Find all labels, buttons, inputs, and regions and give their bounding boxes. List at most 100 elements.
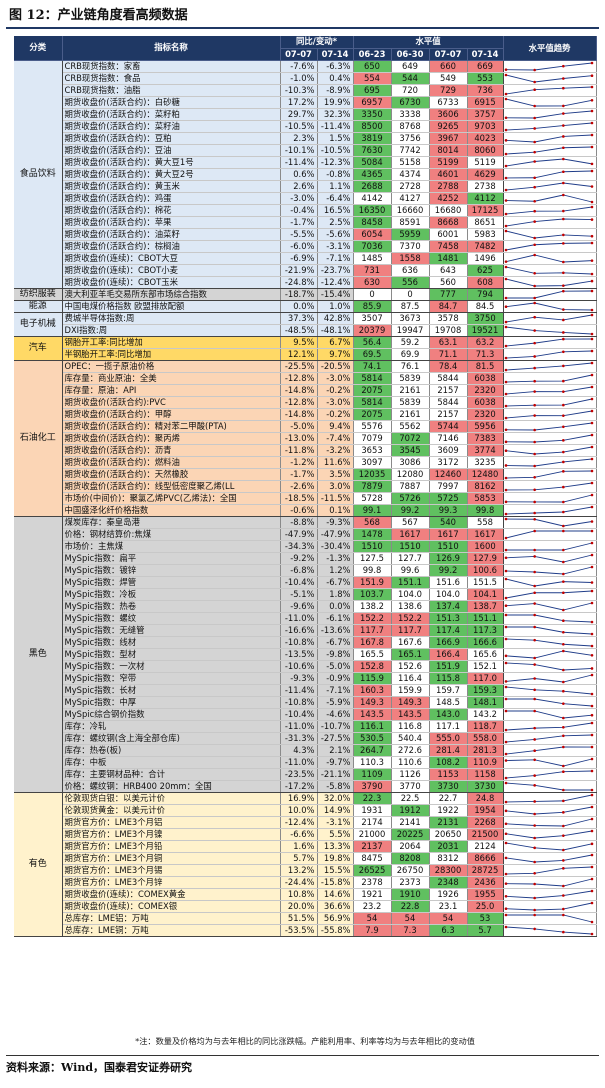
yoy-value: 9.5% (280, 336, 318, 349)
trend-sparkline (503, 300, 597, 313)
level-value: 544 (391, 72, 430, 85)
trend-sparkline (503, 576, 597, 589)
level-value: 159.7 (429, 684, 468, 697)
indicator-name: 库存：冷轧 (62, 720, 281, 733)
header-level-date: 07-14 (467, 48, 504, 61)
level-value: 104.0 (429, 588, 468, 601)
level-value: 6733 (429, 96, 468, 109)
indicator-name: 期货收盘价(活跃合约)：棉花 (62, 204, 281, 217)
sparkline-point (561, 241, 565, 245)
sparkline-point (561, 403, 565, 406)
trend-sparkline (503, 600, 597, 613)
yoy-value: -13.5% (280, 648, 318, 661)
trend-sparkline (503, 180, 597, 193)
sparkline-line (505, 662, 592, 670)
sparkline-svg (504, 577, 593, 587)
table-row: 市场价：主焦煤 -34.3% -30.4% 1510 1510 1510 1600 (14, 540, 597, 553)
sparkline-point (590, 805, 593, 808)
yoy-value: -8.9% (317, 84, 354, 97)
level-value: 1922 (429, 804, 468, 817)
indicator-name: 期货收盘价(连续)：CBOT玉米 (62, 276, 281, 289)
indicator-name: 期货收盘价(活跃合约)：菜籽油 (62, 120, 281, 133)
yoy-value: -10.4% (280, 708, 318, 721)
sparkline-point (561, 560, 565, 563)
yoy-value: 16.5% (317, 204, 354, 217)
yoy-value: -3.1% (317, 816, 354, 829)
sparkline-svg (504, 757, 593, 767)
sparkline-point (590, 713, 593, 716)
sparkline-svg (504, 337, 593, 347)
sparkline-point (532, 366, 536, 369)
level-value: 166.9 (429, 636, 468, 649)
sparkline-point (532, 452, 536, 455)
table-row: MySpic指数：冷板 -5.1% 1.8% 103.7 104.0 104.0 104.1 (14, 588, 597, 601)
trend-sparkline (503, 192, 597, 205)
yoy-value: -10.8% (280, 636, 318, 649)
table-row: CRB现货指数：食品 -1.0% 0.4% 554 544 549 553 (14, 72, 597, 85)
sparkline-point (504, 800, 507, 803)
yoy-value: -13.6% (317, 624, 354, 637)
level-value: 7482 (467, 240, 504, 253)
sparkline-point (504, 448, 507, 452)
yoy-value: -5.0% (280, 420, 318, 433)
indicator-name: MySpic指数：冷板 (62, 588, 281, 601)
indicator-name: 期货收盘价(活跃合约)：豆粕 (62, 132, 281, 145)
sparkline-point (561, 64, 565, 67)
level-value: 3350 (353, 108, 392, 121)
level-value: 2075 (353, 384, 392, 397)
table-row: CRB现货指数：油脂 -10.3% -8.9% 695 720 729 736 (14, 84, 597, 97)
sparkline-point (561, 450, 565, 453)
level-value: 1926 (429, 888, 468, 901)
level-value: 555.0 (429, 732, 468, 745)
table-row: 黑色 煤炭库存：秦皇岛港 -8.8% -9.3% 568 567 540 558 (14, 516, 597, 793)
sparkline-point (590, 829, 593, 832)
sparkline-line (505, 506, 592, 514)
level-value: 148.1 (467, 696, 504, 709)
trend-sparkline (503, 564, 597, 577)
yoy-value: -5.9% (317, 696, 354, 709)
sparkline-point (561, 349, 565, 353)
level-value: 25.0 (467, 900, 504, 913)
sparkline-svg (504, 733, 593, 743)
level-value: 160.3 (353, 684, 392, 697)
sparkline-point (504, 265, 507, 268)
yoy-value: -21.1% (317, 768, 354, 781)
yoy-value: -1.7% (280, 216, 318, 229)
trend-sparkline (503, 84, 597, 97)
yoy-value: 16.9% (280, 792, 318, 805)
level-value: 165.1 (391, 648, 430, 661)
table-row: MySpic指数：热卷 -9.6% 0.0% 138.2 138.6 137.4 138.7 (14, 600, 597, 613)
yoy-value: -11.0% (280, 612, 318, 625)
level-value: 0 (353, 288, 392, 301)
sparkline-line (505, 422, 592, 430)
table-row: 有色 伦敦现货白银：以美元计价 16.9% 32.0% 22.3 22.5 22.7 24.8 (14, 792, 597, 937)
sparkline-line (505, 854, 592, 862)
yoy-value: 42.8% (317, 312, 354, 325)
level-value: 26525 (353, 864, 392, 877)
sparkline-point (590, 632, 593, 635)
level-value: 23.1 (429, 900, 468, 913)
sparkline-point (590, 385, 593, 388)
yoy-value: -6.1% (317, 612, 354, 625)
level-value: 2320 (467, 384, 504, 397)
sparkline-point (590, 457, 593, 460)
level-value: 16350 (353, 204, 392, 217)
level-value: 127.5 (353, 552, 392, 565)
level-value: 74.1 (353, 360, 392, 373)
sparkline-point (532, 927, 536, 930)
level-value: 1481 (429, 252, 468, 265)
sparkline-line (505, 398, 592, 406)
sparkline-point (504, 781, 507, 784)
sparkline-point (504, 500, 507, 503)
yoy-value: 6.7% (317, 336, 354, 349)
sparkline-svg (504, 889, 593, 899)
level-value: 151.9 (353, 576, 392, 589)
table-row: 期货收盘价(活跃合约)：黄玉米 2.6% 1.1% 2688 2728 2788 2738 (14, 180, 597, 193)
sparkline-point (561, 579, 565, 583)
sparkline-svg (504, 541, 593, 551)
sparkline-point (532, 836, 536, 839)
level-value: 4112 (467, 192, 504, 205)
sparkline-line (505, 926, 592, 934)
level-value: 3819 (353, 132, 392, 145)
table-row: 期货收盘价(活跃合约)：燃料油 -1.2% 11.6% 3097 3086 3172 323… (14, 456, 597, 469)
